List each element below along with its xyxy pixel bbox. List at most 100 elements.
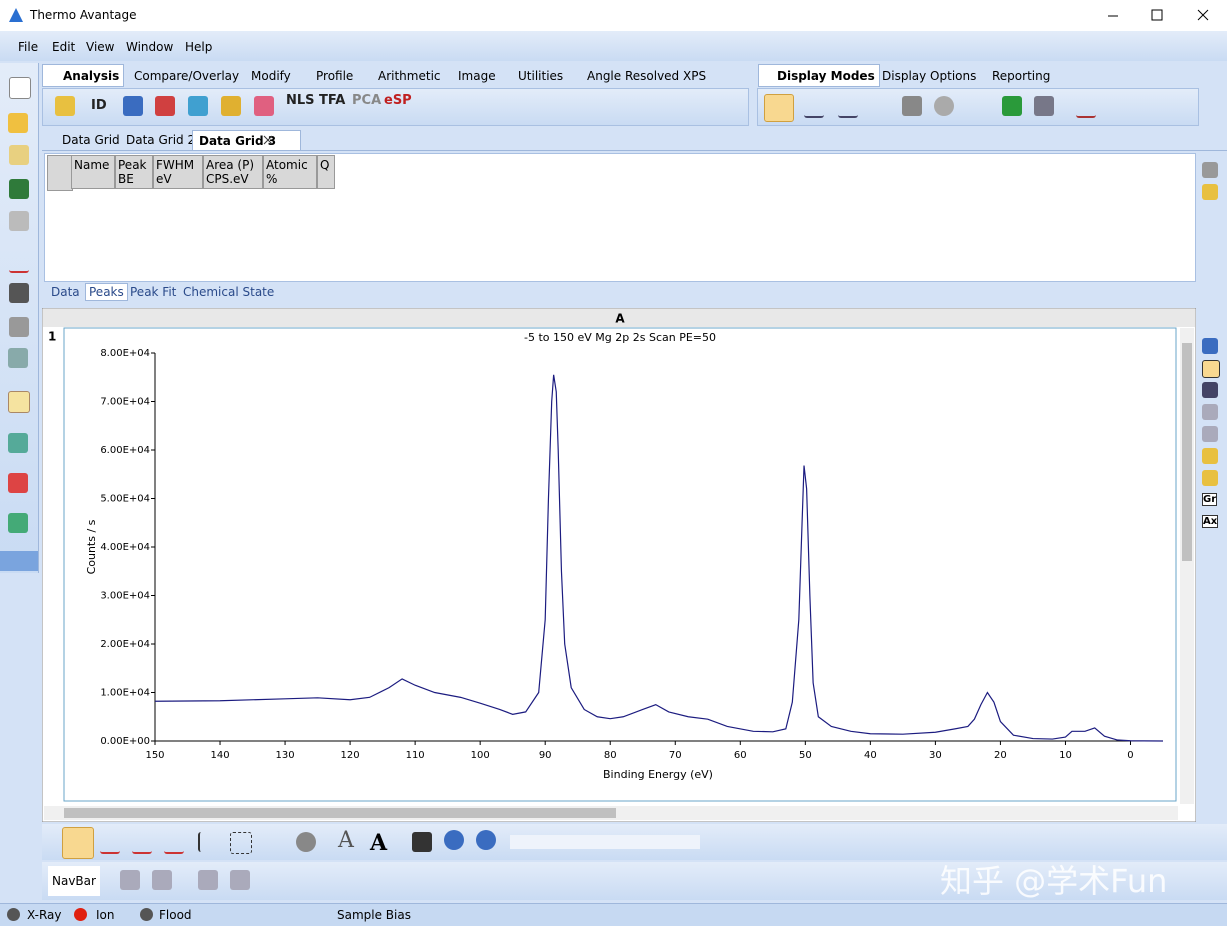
table-header[interactable]: FWHM eV xyxy=(153,155,203,189)
ribbon-tab[interactable]: Utilities xyxy=(518,69,564,83)
analysis-toolbar: ID NLS TFA PCA eSP xyxy=(42,88,749,126)
x-tick-label: 10 xyxy=(1059,750,1072,761)
header-text: CPS.eV xyxy=(206,172,249,186)
x-tick-label: 0 xyxy=(1127,750,1133,761)
ribbon-tab[interactable]: Angle Resolved XPS xyxy=(587,69,707,83)
x-axis-label: Binding Energy (eV) xyxy=(603,768,713,781)
x-tick-label: 80 xyxy=(604,750,617,761)
tool-label[interactable]: TFA xyxy=(319,93,346,108)
y-axis-label: Counts / s xyxy=(85,519,98,574)
y-tick-label: 8.00E+04 xyxy=(100,348,150,359)
table-header[interactable]: Q xyxy=(317,155,335,189)
x-tick-label: 110 xyxy=(406,750,425,761)
side-icon[interactable]: Gr xyxy=(1202,493,1218,506)
grid-tab[interactable]: Data Grid xyxy=(62,133,120,147)
y-tick-label: 4.00E+04 xyxy=(100,542,150,553)
x-tick-label: 30 xyxy=(929,750,942,761)
table-header[interactable]: Area (P) CPS.eV xyxy=(203,155,263,189)
tool-label[interactable]: eSP xyxy=(384,93,412,108)
ribbon-tab[interactable]: Image xyxy=(458,69,496,83)
text-tool[interactable]: A xyxy=(370,830,388,856)
side-icon[interactable]: Ax xyxy=(1202,515,1219,528)
sub-tab[interactable]: Peak Fit xyxy=(130,285,177,299)
status-item: Ion xyxy=(96,908,115,922)
header-text: Peak xyxy=(118,158,147,172)
ribbon-tab[interactable]: Display Modes xyxy=(758,64,880,87)
status-item: Flood xyxy=(159,908,192,922)
chart-panel: A 1 -5 to 150 eV Mg 2p 2s Scan PE=50 Bind… xyxy=(42,308,1196,822)
x-tick-label: 150 xyxy=(145,750,164,761)
x-tick-label: 70 xyxy=(669,750,682,761)
collapse-button[interactable] xyxy=(0,551,38,571)
menu-item[interactable]: View xyxy=(86,40,115,54)
header-text: Name xyxy=(74,158,110,172)
display-toolbar xyxy=(757,88,1199,126)
side-toolbar: Gr Ax xyxy=(1199,160,1223,540)
x-tick-label: 140 xyxy=(210,750,229,761)
tool-label[interactable]: ID xyxy=(91,98,107,113)
x-tick-label: 130 xyxy=(276,750,295,761)
ribbon-tab[interactable]: Profile xyxy=(316,69,354,83)
ribbon-tabs: Analysis Compare/Overlay Modify Profile … xyxy=(42,64,1227,88)
x-tick-label: 90 xyxy=(539,750,552,761)
y-tick-label: 6.00E+04 xyxy=(100,445,150,456)
tools-toolbar: A A xyxy=(42,824,1227,860)
window-controls[interactable] xyxy=(1090,0,1227,31)
x-tick-label: 50 xyxy=(799,750,812,761)
status-item: Sample Bias xyxy=(337,908,411,922)
header-text: Q xyxy=(320,158,330,172)
y-tick-label: 5.00E+04 xyxy=(100,494,150,505)
y-tick-label: 1.00E+04 xyxy=(100,688,150,699)
table-header[interactable]: Atomic% xyxy=(263,155,317,189)
text-tool[interactable]: A xyxy=(338,828,354,853)
close-tab[interactable] xyxy=(263,135,273,145)
menu-item[interactable]: Help xyxy=(185,40,213,54)
ribbon-tab[interactable]: Arithmetic xyxy=(378,69,441,83)
ribbon-tab[interactable]: Reporting xyxy=(992,69,1051,83)
x-tick-label: 120 xyxy=(341,750,360,761)
row-header: 1 xyxy=(48,330,56,344)
ribbon-tab[interactable]: Display Options xyxy=(882,69,977,83)
navbar-label: NavBar xyxy=(48,866,100,896)
menu-item[interactable]: Edit xyxy=(52,40,76,54)
column-header: A xyxy=(615,312,625,326)
ribbon-tab[interactable]: Analysis xyxy=(42,64,125,87)
header-text: eV xyxy=(156,172,172,186)
header-text: Atomic xyxy=(266,158,308,172)
title-bar: Thermo Avantage xyxy=(0,0,1227,31)
y-tick-label: 2.00E+04 xyxy=(100,639,150,650)
status-bar: X-Ray Ion Flood Sample Bias xyxy=(0,903,1227,926)
ribbon-tab[interactable]: Compare/Overlay xyxy=(134,69,240,83)
tool-label[interactable]: PCA xyxy=(352,93,382,108)
table-header[interactable]: Name xyxy=(71,155,115,189)
y-tick-label: 0.00E+00 xyxy=(100,736,150,747)
nav-toolbar: NavBar 知乎 @学术Fun xyxy=(42,862,1227,900)
menu-item[interactable]: Window xyxy=(126,40,174,54)
sub-tab[interactable]: Chemical State xyxy=(183,285,275,299)
y-tick-label: 3.00E+04 xyxy=(100,591,150,602)
x-tick-label: 60 xyxy=(734,750,747,761)
header-text: % xyxy=(266,172,278,186)
left-toolbar xyxy=(0,63,39,573)
header-text: BE xyxy=(118,172,134,186)
x-tick-label: 40 xyxy=(864,750,877,761)
watermark: 知乎 @学术Fun xyxy=(940,862,1168,900)
header-text: Area (P) xyxy=(206,158,255,172)
tool-label[interactable]: NLS xyxy=(286,93,315,108)
ribbon-tab[interactable]: Modify xyxy=(251,69,291,83)
window-title: Thermo Avantage xyxy=(30,8,137,22)
grid-tabs: Data Grid Data Grid 2 Data Grid 3 xyxy=(42,130,1227,151)
y-tick-label: 7.00E+04 xyxy=(100,397,150,408)
status-item: X-Ray xyxy=(27,908,62,922)
sub-tab[interactable]: Peaks xyxy=(85,283,128,301)
grid-tab[interactable]: Data Grid 2 xyxy=(126,133,196,147)
header-text: FWHM xyxy=(156,158,195,172)
peak-table: Name Peak BE FWHM eV Area (P) CPS.eV Atomic… xyxy=(44,153,1196,282)
sub-tab[interactable]: Data xyxy=(51,285,80,299)
grid-tab[interactable]: Data Grid 3 xyxy=(192,130,302,151)
table-header[interactable]: Peak BE xyxy=(115,155,153,189)
app-icon xyxy=(9,8,23,22)
spectrum-line xyxy=(154,374,1164,742)
menu-item[interactable]: File xyxy=(18,40,39,54)
